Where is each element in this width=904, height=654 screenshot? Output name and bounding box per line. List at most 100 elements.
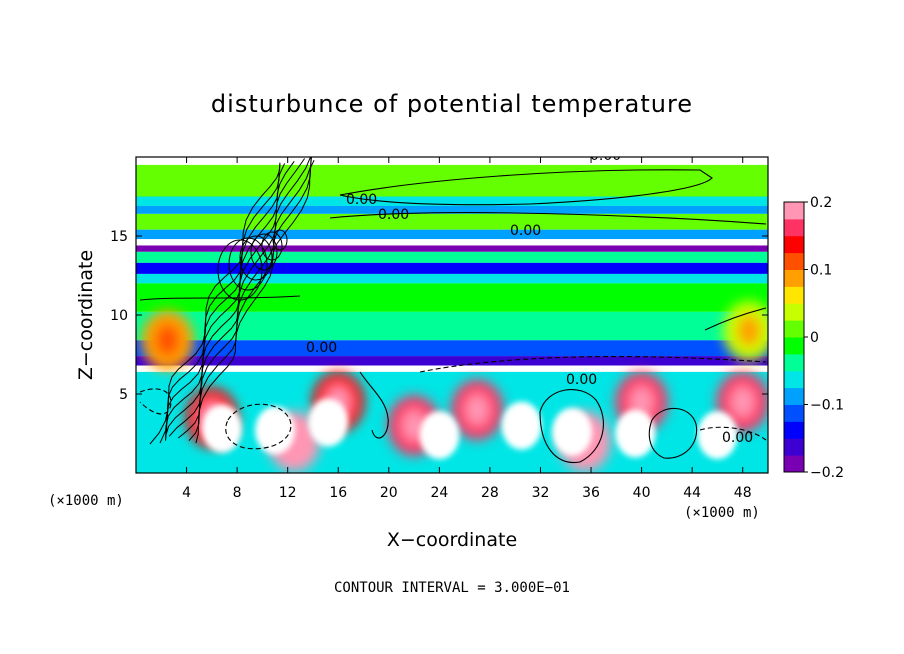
x-tick-label: 8 [233, 485, 242, 501]
data-band [136, 262, 768, 274]
saturated-cell [419, 411, 460, 460]
contour-label: 0.00 [722, 430, 753, 446]
contour-line [699, 426, 767, 441]
colorbar-tick-label: 0.1 [810, 263, 832, 279]
saturated-cell [308, 398, 349, 447]
x-tick-label: 44 [683, 485, 701, 501]
chart-title: disturbunce of potential temperature [211, 90, 693, 118]
warm-anomaly-core [155, 324, 180, 357]
contour-label: 0.00 [510, 223, 541, 239]
saturated-cell [255, 406, 296, 455]
warm-anomaly-core [465, 393, 490, 426]
plume-contour-loop [261, 231, 283, 261]
x-tick-label: 12 [279, 485, 297, 501]
plume-contour [165, 163, 286, 441]
x-tick-label: 36 [582, 485, 600, 501]
contour-line [329, 211, 767, 225]
plume-contour [159, 163, 281, 444]
contour-line [648, 407, 698, 459]
data-band [136, 239, 768, 246]
saturated-cell [501, 401, 542, 450]
colorbar-tick-label: −0.1 [810, 398, 844, 414]
data-band [136, 196, 768, 206]
colorbar-swatch [784, 421, 804, 439]
contour-line [339, 169, 713, 206]
data-band [136, 340, 768, 357]
x-tick-label: 40 [633, 485, 651, 501]
contour-line [139, 295, 301, 301]
plume-contour [195, 159, 315, 444]
contour-line [704, 307, 767, 331]
contour-labels: 0.000.000.000.000.000.000.00 [306, 148, 753, 446]
x-tick-label: 20 [380, 485, 398, 501]
y-tick-label: 5 [119, 387, 128, 403]
saturated-cell [615, 409, 656, 458]
colorbar-swatch [784, 235, 804, 254]
plume-contour-loop [228, 237, 268, 291]
colorbar-swatch [784, 218, 804, 237]
colorbar-swatch [784, 404, 804, 422]
plume-contour [177, 157, 313, 439]
contour-line [539, 388, 604, 464]
contour-label: 0.00 [590, 148, 621, 164]
colorbar-tick-label: 0.2 [810, 195, 832, 211]
colorbar-swatch [784, 370, 804, 389]
convective-plume-contours [149, 157, 315, 445]
data-band [136, 205, 768, 214]
x-tick-label: 16 [329, 485, 347, 501]
saturated-cell [552, 407, 593, 456]
colorbar-swatch [784, 320, 804, 338]
warm-anomaly-core [737, 314, 762, 347]
colorbar-swatch [784, 438, 804, 456]
colorbar-swatch [784, 353, 804, 372]
saturated-cell [201, 404, 242, 453]
plume-contour-loop [250, 233, 278, 271]
colorbar [784, 202, 804, 473]
colorbar-swatch [784, 252, 804, 270]
plume-contour-loop [272, 229, 288, 251]
contour-lines [139, 169, 767, 464]
contour-interval-note: CONTOUR INTERVAL = 3.000E−01 [334, 580, 570, 596]
data-band [136, 365, 768, 372]
contour-line [359, 371, 389, 439]
data-band [136, 311, 768, 341]
x-tick-label: 4 [182, 485, 191, 501]
x-axis-label: X−coordinate [387, 529, 517, 551]
x-tick-label: 48 [734, 485, 752, 501]
plume-contour-loop [239, 235, 273, 281]
colorbar-swatch [784, 286, 804, 304]
colorbar-swatch [784, 202, 804, 220]
plume-contour [188, 157, 312, 442]
contour-label: 0.00 [378, 207, 409, 223]
contour-line [419, 355, 767, 373]
contour-label: 0.00 [306, 340, 337, 356]
x-tick-label: 32 [532, 485, 550, 501]
y-tick-label: 15 [110, 229, 128, 245]
x-axis-ticks: 4 8 12 16 20 24 28 32 36 40 44 48 [182, 157, 752, 501]
colorbar-swatch [784, 455, 804, 473]
plot-area: 0.000.000.000.000.000.000.00 [136, 148, 768, 473]
data-band [136, 251, 768, 263]
colorbar-swatch [784, 387, 804, 405]
x-unit-label-right: (×1000 m) [684, 505, 760, 521]
colorbar-ticks: 0.2 0.1 0 −0.1 −0.2 [804, 195, 844, 481]
x-tick-label: 24 [430, 485, 448, 501]
y-axis-ticks: 5 10 15 [110, 229, 768, 403]
data-band [136, 273, 768, 284]
saturated-cell [697, 411, 738, 460]
plume-contour [149, 162, 281, 445]
saturated-cells-layer [201, 398, 738, 460]
x-tick-label: 28 [481, 485, 499, 501]
contour-line [139, 388, 172, 415]
data-band [136, 356, 768, 366]
colorbar-swatch [784, 303, 804, 321]
data-band [136, 229, 768, 240]
contour-label: 0.00 [566, 372, 597, 388]
contour-line [225, 403, 292, 450]
contour-label: 0.00 [346, 192, 377, 208]
data-band [136, 157, 768, 165]
colorbar-swatch [784, 337, 804, 355]
colorbar-tick-label: 0 [810, 330, 819, 346]
warm-anomaly-core [730, 385, 755, 418]
